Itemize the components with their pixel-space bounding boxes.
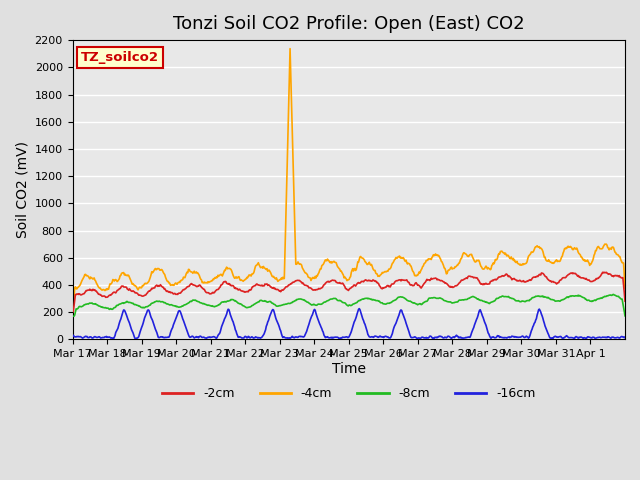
- Line: -8cm: -8cm: [72, 294, 625, 316]
- -8cm: [235, 300, 243, 306]
- -2cm: [262, 281, 270, 287]
- -8cm: [436, 295, 444, 301]
- X-axis label: Time: Time: [332, 362, 366, 376]
- Line: -16cm: -16cm: [72, 309, 625, 339]
- -16cm: [68, 333, 76, 339]
- -4cm: [262, 266, 270, 272]
- -16cm: [263, 322, 271, 327]
- -2cm: [436, 278, 444, 284]
- -2cm: [406, 281, 413, 287]
- -16cm: [134, 335, 142, 340]
- -4cm: [438, 259, 445, 264]
- -2cm: [68, 309, 76, 315]
- Title: Tonzi Soil CO2 Profile: Open (East) CO2: Tonzi Soil CO2 Profile: Open (East) CO2: [173, 15, 525, 33]
- -8cm: [284, 301, 291, 307]
- Line: -4cm: -4cm: [72, 48, 625, 312]
- Y-axis label: Soil CO2 (mV): Soil CO2 (mV): [15, 141, 29, 238]
- -2cm: [599, 269, 607, 275]
- -16cm: [438, 334, 446, 340]
- -8cm: [621, 313, 629, 319]
- -4cm: [406, 263, 414, 268]
- -4cm: [235, 274, 243, 279]
- -4cm: [134, 286, 141, 292]
- -2cm: [621, 298, 629, 304]
- -2cm: [134, 290, 141, 296]
- -16cm: [407, 335, 415, 340]
- -2cm: [284, 284, 291, 289]
- Legend: -2cm, -4cm, -8cm, -16cm: -2cm, -4cm, -8cm, -16cm: [157, 382, 541, 405]
- -8cm: [68, 313, 76, 319]
- Line: -2cm: -2cm: [72, 272, 625, 312]
- -4cm: [286, 46, 294, 51]
- -8cm: [406, 299, 413, 304]
- -8cm: [262, 299, 270, 304]
- -4cm: [284, 163, 291, 168]
- -16cm: [236, 334, 243, 340]
- -4cm: [68, 309, 76, 315]
- -16cm: [284, 336, 292, 341]
- -16cm: [131, 336, 139, 342]
- -16cm: [621, 335, 629, 341]
- -8cm: [610, 291, 618, 297]
- -16cm: [355, 306, 363, 312]
- -4cm: [621, 285, 629, 291]
- Text: TZ_soilco2: TZ_soilco2: [81, 50, 159, 63]
- -8cm: [134, 302, 141, 308]
- -2cm: [235, 287, 243, 292]
